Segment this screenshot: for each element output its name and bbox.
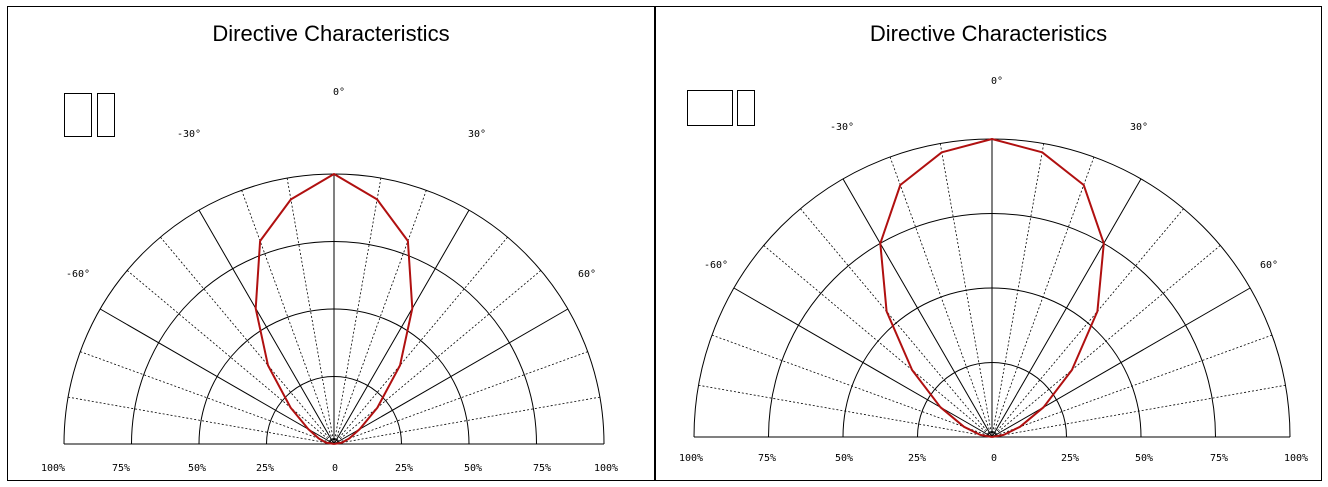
grid-radial-line xyxy=(333,270,542,445)
grid-radial-line xyxy=(333,178,382,445)
chart-title: Directive Characteristics xyxy=(212,21,450,46)
directivity-curve xyxy=(879,138,1105,438)
grid-radial-line xyxy=(889,156,993,438)
angle-label: 30° xyxy=(1130,122,1148,133)
radial-tick-label: 50% xyxy=(1135,453,1153,464)
grid-radial-line xyxy=(991,156,1095,438)
right-chart-panel: Directive Characteristics -60° -30° 0° 30° 6… xyxy=(655,6,1322,481)
radial-tick-label: 25% xyxy=(256,463,274,474)
radial-tick-label: 100% xyxy=(679,453,703,464)
glyph-box-2 xyxy=(737,90,755,126)
radial-tick-label: 75% xyxy=(1210,453,1228,464)
grid-radial-line xyxy=(333,308,569,445)
polar-chart-left: -60° -30° 0° 30° 60° 100% 75% 50% 25% 0 25% 50% 75% 1… xyxy=(41,87,618,474)
grid-radial-line xyxy=(991,334,1273,438)
grid-radial-line xyxy=(241,190,335,445)
glyph-box-1 xyxy=(687,90,733,126)
angle-label: 60° xyxy=(578,269,596,280)
radial-tick-label: 25% xyxy=(908,453,926,464)
grid-radial-line xyxy=(842,178,993,438)
grid-radial-line xyxy=(991,384,1286,438)
grid-radial-line xyxy=(333,236,508,445)
grid-radial-line xyxy=(333,351,588,445)
grid-radial-line xyxy=(733,287,993,438)
angle-label: -30° xyxy=(830,122,854,133)
grid-radial-line xyxy=(160,236,335,445)
chart-title: Directive Characteristics xyxy=(869,21,1108,46)
grid-radial-line xyxy=(99,308,335,445)
grid-radial-line xyxy=(286,178,335,445)
grid-radial-line xyxy=(991,208,1184,438)
radial-tick-label: 100% xyxy=(594,463,618,474)
radial-tick-label: 100% xyxy=(1284,453,1308,464)
grid-radial-line xyxy=(991,143,1045,438)
radial-tick-label: 25% xyxy=(395,463,413,474)
grid-radial-line xyxy=(333,209,470,445)
grid-radial-line xyxy=(763,245,993,438)
angle-label: 60° xyxy=(1260,260,1278,271)
radial-tick-label: 50% xyxy=(464,463,482,474)
grid-radial-line xyxy=(939,143,993,438)
angle-label: -60° xyxy=(704,260,728,271)
polar-chart-right: -60° -30° 0° 30° 60° 100% 75% 50% 25% 0 25% 50% 75% 1… xyxy=(679,76,1308,464)
grid-radial-line xyxy=(198,209,335,445)
grid-radial-line xyxy=(68,396,335,445)
radial-tick-label: 25% xyxy=(1061,453,1079,464)
angle-label: 0° xyxy=(991,76,1003,87)
grid-radial-line xyxy=(711,334,993,438)
grid-radial-line xyxy=(991,287,1251,438)
angle-label: -30° xyxy=(177,129,201,140)
radial-tick-label: 0 xyxy=(332,463,338,474)
angle-label: -60° xyxy=(66,269,90,280)
radial-tick-label: 75% xyxy=(112,463,130,474)
grid-radial-line xyxy=(991,245,1221,438)
grid-radial-line xyxy=(126,270,335,445)
grid-radial-line xyxy=(80,351,335,445)
grid-radial-line xyxy=(991,178,1142,438)
glyph-box-1 xyxy=(64,93,92,137)
radial-tick-label: 75% xyxy=(758,453,776,464)
angle-label: 30° xyxy=(468,129,486,140)
grid-radial-line xyxy=(800,208,993,438)
left-chart-panel: Directive Characteristics -60° -30° 0° 30° 6… xyxy=(7,6,655,481)
glyph-box-2 xyxy=(97,93,115,137)
grid-radial-line xyxy=(333,190,427,445)
radial-tick-label: 75% xyxy=(533,463,551,474)
radial-tick-label: 50% xyxy=(835,453,853,464)
angle-label: 0° xyxy=(333,87,345,98)
radial-tick-label: 100% xyxy=(41,463,65,474)
directivity-curve xyxy=(254,173,414,445)
radial-tick-label: 50% xyxy=(188,463,206,474)
radial-tick-label: 0 xyxy=(991,453,997,464)
grid-radial-line xyxy=(698,384,993,438)
grid-radial-line xyxy=(333,396,600,445)
